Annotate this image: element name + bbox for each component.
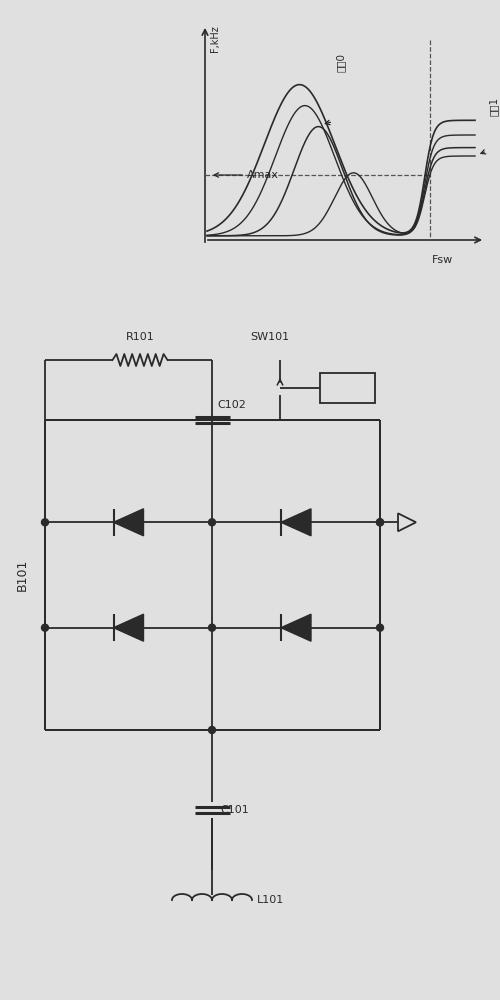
Bar xyxy=(320,373,375,403)
Polygon shape xyxy=(114,509,144,536)
Text: 逻辑0: 逻辑0 xyxy=(335,53,345,72)
Circle shape xyxy=(208,519,216,526)
Polygon shape xyxy=(114,614,144,641)
Polygon shape xyxy=(281,614,311,641)
Polygon shape xyxy=(281,509,311,536)
Text: F,kHz: F,kHz xyxy=(210,25,220,52)
Text: Fsw: Fsw xyxy=(432,255,453,265)
Circle shape xyxy=(376,519,384,526)
Text: Amax: Amax xyxy=(247,170,279,180)
Text: 逻辑1: 逻辑1 xyxy=(489,97,499,116)
Circle shape xyxy=(376,519,384,526)
Text: COMM: COMM xyxy=(330,383,366,393)
Circle shape xyxy=(376,624,384,631)
Text: B101: B101 xyxy=(16,559,28,591)
Text: R101: R101 xyxy=(126,332,154,342)
Text: SW101: SW101 xyxy=(250,332,290,342)
Text: C101: C101 xyxy=(220,805,249,815)
Circle shape xyxy=(42,624,48,631)
Circle shape xyxy=(42,519,48,526)
Text: C102: C102 xyxy=(217,400,246,410)
Circle shape xyxy=(208,624,216,631)
Circle shape xyxy=(208,726,216,734)
Text: L101: L101 xyxy=(257,895,284,905)
